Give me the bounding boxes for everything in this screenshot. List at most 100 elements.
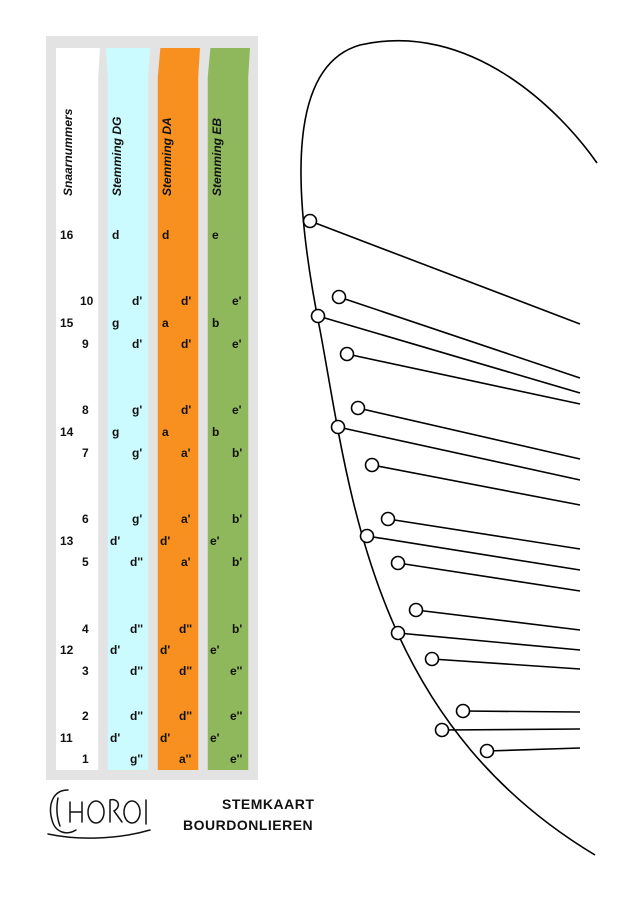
note-da: a' xyxy=(181,446,191,460)
note-dg: d'' xyxy=(130,622,144,636)
string-number: 11 xyxy=(60,731,73,745)
tuning-peg xyxy=(350,400,366,416)
column-string-numbers xyxy=(56,48,100,770)
note-da: a xyxy=(162,316,169,330)
note-eb: b xyxy=(212,425,220,439)
note-eb: e' xyxy=(210,731,220,745)
tuning-peg xyxy=(390,555,406,571)
tuning-peg xyxy=(302,213,318,229)
note-eb: e' xyxy=(210,534,220,548)
string-number: 8 xyxy=(82,403,89,417)
note-dg: d' xyxy=(110,731,121,745)
note-da: a'' xyxy=(179,752,192,766)
tuning-peg xyxy=(331,289,347,305)
string-number: 13 xyxy=(60,534,74,548)
note-eb: e xyxy=(212,228,219,242)
note-dg: d' xyxy=(132,294,143,308)
note-eb: b xyxy=(212,316,220,330)
harp-string xyxy=(397,632,581,651)
column-tuning-dg xyxy=(106,48,150,770)
note-dg: g xyxy=(112,425,120,439)
string-number: 3 xyxy=(82,664,89,678)
note-eb: b' xyxy=(232,622,243,636)
note-eb: e'' xyxy=(230,664,243,678)
harp-string xyxy=(441,728,581,731)
tuning-peg xyxy=(364,457,380,473)
card-title-line2: BOURDONLIEREN xyxy=(183,817,314,833)
note-da: d' xyxy=(181,337,192,351)
note-eb: e' xyxy=(232,403,242,417)
harp-string xyxy=(338,296,581,379)
note-dg: d' xyxy=(132,337,143,351)
tuning-peg xyxy=(310,308,326,324)
note-dg: g xyxy=(112,316,120,330)
harp-string xyxy=(415,609,581,631)
card-title-line1: STEMKAART xyxy=(222,796,315,812)
tuning-peg xyxy=(408,602,424,618)
note-eb: e' xyxy=(232,337,242,351)
note-dg: g' xyxy=(132,512,143,526)
note-dg: d'' xyxy=(130,664,144,678)
string-number: 14 xyxy=(60,425,74,439)
string-number: 15 xyxy=(60,316,74,330)
note-eb: b' xyxy=(232,512,243,526)
harp-string xyxy=(387,518,581,550)
note-eb: e' xyxy=(232,294,242,308)
string-number: 9 xyxy=(82,337,89,351)
note-dg: g' xyxy=(132,403,143,417)
note-da: d xyxy=(162,228,170,242)
tuning-peg xyxy=(339,346,355,362)
harp-string xyxy=(309,220,581,325)
note-da: d'' xyxy=(179,622,193,636)
note-dg: d' xyxy=(110,643,121,657)
tuning-peg xyxy=(434,722,450,738)
note-da: a' xyxy=(181,555,191,569)
string-number: 10 xyxy=(80,294,94,308)
harp-string xyxy=(371,464,581,506)
note-dg: g'' xyxy=(130,752,144,766)
string-number: 7 xyxy=(82,446,89,460)
note-eb: e'' xyxy=(230,752,243,766)
string-number: 5 xyxy=(82,555,89,569)
tuning-peg xyxy=(359,528,375,544)
note-dg: d'' xyxy=(130,709,144,723)
note-eb: e' xyxy=(210,643,220,657)
harp-string xyxy=(317,315,581,394)
harp-string xyxy=(366,535,581,571)
column-tuning-da xyxy=(157,48,200,770)
harp-string xyxy=(431,658,581,670)
note-da: d' xyxy=(181,403,192,417)
string-number: 2 xyxy=(82,709,89,723)
note-dg: g' xyxy=(132,446,143,460)
note-da: d'' xyxy=(179,709,193,723)
harp-string xyxy=(486,747,581,752)
note-da: d' xyxy=(160,643,171,657)
note-dg: d'' xyxy=(130,555,144,569)
harp-string xyxy=(346,353,581,405)
note-da: a' xyxy=(181,512,191,526)
string-number: 16 xyxy=(60,228,74,242)
note-eb: b' xyxy=(232,446,243,460)
harp-body-outline xyxy=(300,39,598,856)
harp-string xyxy=(397,562,581,592)
harp-string xyxy=(462,710,581,713)
tuning-peg xyxy=(479,743,495,759)
tuning-peg xyxy=(390,625,406,641)
note-eb: b' xyxy=(232,555,243,569)
string-number: 12 xyxy=(60,643,74,657)
choroi-logo xyxy=(47,789,151,839)
note-da: a xyxy=(162,425,169,439)
tuning-peg xyxy=(380,511,396,527)
tuning-peg xyxy=(330,419,346,435)
string-number: 1 xyxy=(82,752,89,766)
string-number: 4 xyxy=(82,622,89,636)
tuning-peg xyxy=(455,703,471,719)
harp-string xyxy=(357,407,581,460)
note-da: d' xyxy=(160,534,171,548)
note-da: d' xyxy=(160,731,171,745)
note-dg: d' xyxy=(110,534,121,548)
note-da: d' xyxy=(181,294,192,308)
column-tuning-eb xyxy=(207,48,250,770)
